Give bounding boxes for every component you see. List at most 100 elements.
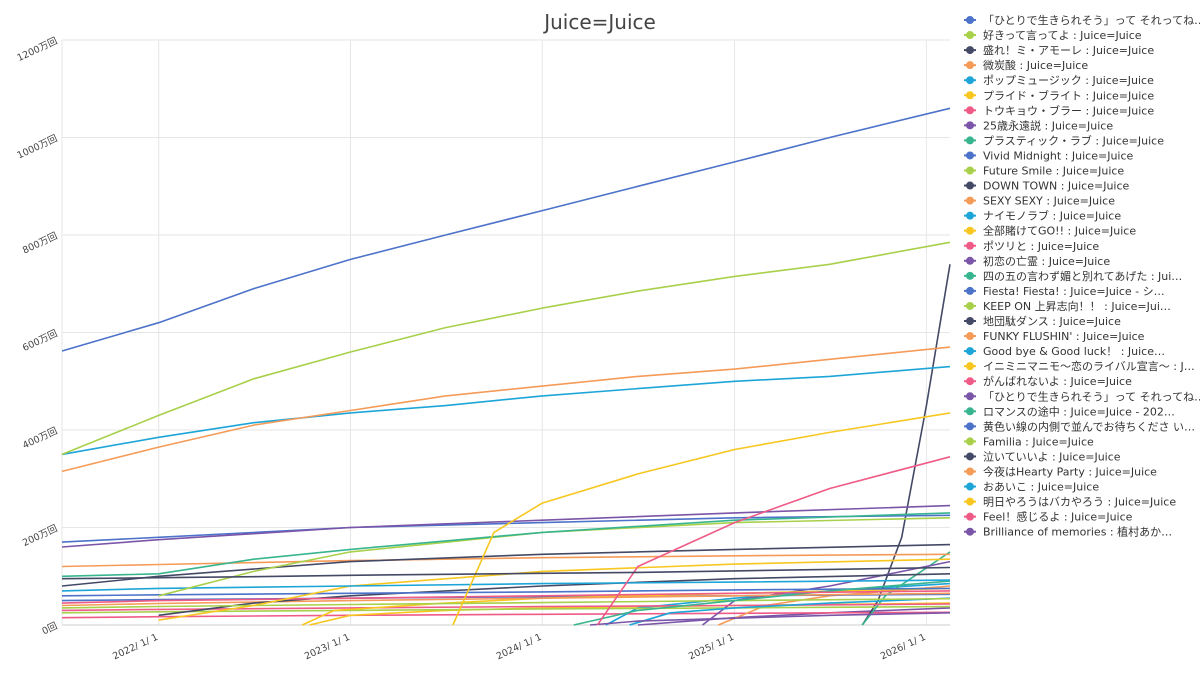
legend-item[interactable]: 「ひとりで生きられそう」って それってね… — [964, 389, 1200, 403]
legend-marker — [966, 16, 974, 24]
legend-marker — [966, 76, 974, 85]
series-line — [61, 512, 951, 578]
legend-marker — [966, 226, 974, 235]
legend-label: 盛れ！ミ・アモーレ : Juice=Juice — [983, 43, 1154, 57]
legend-item[interactable]: プラスティック・ラブ : Juice=Juice — [964, 133, 1164, 147]
series-line — [590, 612, 951, 626]
legend-marker — [966, 91, 974, 100]
legend-label: Familia : Juice=Juice — [983, 435, 1094, 448]
series-line — [61, 611, 951, 619]
legend-item[interactable]: 全部賭けてGO!! : Juice=Juice — [964, 224, 1136, 238]
legend-marker — [966, 497, 974, 506]
legend-label: 泣いていいよ : Juice=Juice — [983, 449, 1121, 463]
legend-marker — [966, 422, 974, 431]
legend-label: 初恋の亡霊 : Juice=Juice — [983, 254, 1110, 268]
x-tick-label: 2025/ 1/ 1 — [687, 632, 736, 663]
series-line — [61, 587, 951, 597]
legend-marker — [966, 271, 974, 280]
legend-label: ナイモノラブ : Juice=Juice — [983, 209, 1121, 223]
legend-item[interactable]: Feel！感じるよ : Juice=Juice — [964, 511, 1133, 524]
legend-label: 明日やろうはバカやろう : Juice=Juice — [983, 496, 1176, 509]
legend-item[interactable]: Future Smile : Juice=Juice — [964, 165, 1124, 178]
y-tick-label: 600万回 — [21, 328, 59, 354]
legend-marker — [966, 301, 974, 310]
legend-marker — [966, 286, 974, 295]
series-line — [61, 566, 951, 580]
legend-item[interactable]: 四の五の言わず媚と別れてあげた : Jui… — [964, 269, 1182, 283]
legend-marker — [966, 317, 974, 325]
legend-label: 好きって言ってよ : Juice=Juice — [983, 28, 1142, 42]
legend-item[interactable]: おあいこ : Juice=Juice — [964, 481, 1099, 494]
legend-label: Vivid Midnight : Juice=Juice — [983, 149, 1134, 162]
y-tick-label: 800万回 — [21, 231, 59, 257]
legend-marker — [966, 377, 974, 386]
legend-item[interactable]: 黄色い線の内側で並んでお待ちくださ い… — [964, 419, 1195, 433]
legend-item[interactable]: 盛れ！ミ・アモーレ : Juice=Juice — [964, 43, 1154, 57]
legend-item[interactable]: Brilliance of memories : 植村あか… — [964, 525, 1172, 539]
legend-item[interactable]: 地団駄ダンス : Juice=Juice — [964, 314, 1121, 328]
legend-marker — [966, 196, 974, 205]
legend-label: 今夜はHearty Party : Juice=Juice — [983, 465, 1157, 479]
series-line — [61, 597, 951, 609]
legend-marker — [966, 362, 974, 371]
legend-label: Brilliance of memories : 植村あか… — [983, 525, 1172, 539]
series-line — [61, 553, 951, 568]
legend-label: Future Smile : Juice=Juice — [983, 165, 1124, 178]
series-line — [61, 579, 951, 592]
legend-item[interactable]: KEEP ON 上昇志向！！ : Juice=Jui… — [964, 299, 1171, 313]
legend-marker — [966, 211, 974, 220]
legend-marker — [966, 392, 974, 401]
series-line — [452, 412, 951, 626]
legend-label: 地団駄ダンス : Juice=Juice — [983, 314, 1121, 328]
legend-item[interactable]: DOWN TOWN : Juice=Juice — [964, 180, 1130, 193]
legend-marker — [966, 467, 974, 476]
legend-label: 四の五の言わず媚と別れてあげた : Jui… — [983, 269, 1182, 283]
axes: 0回 200万回 400万回 600万回 800万回 1000万回 1200万回 2022/ … — [15, 36, 950, 663]
legend-item[interactable]: 泣いていいよ : Juice=Juice — [964, 449, 1121, 463]
legend-marker — [966, 241, 974, 250]
legend-item[interactable]: 「ひとりで生きられそう」って それってね… — [964, 13, 1200, 27]
legend[interactable]: 「ひとりで生きられそう」って それってね…好きって言ってよ : Juice=Ju… — [964, 13, 1200, 539]
legend-label: FUNKY FLUSHIN' : Juice=Juice — [983, 330, 1145, 343]
legend-item[interactable]: 明日やろうはバカやろう : Juice=Juice — [964, 496, 1176, 509]
legend-item[interactable]: 初恋の亡霊 : Juice=Juice — [964, 254, 1110, 268]
legend-item[interactable]: 好きって言ってよ : Juice=Juice — [964, 28, 1142, 42]
legend-item[interactable]: FUNKY FLUSHIN' : Juice=Juice — [964, 330, 1145, 343]
legend-item[interactable]: がんばれないよ : Juice=Juice — [964, 374, 1132, 388]
legend-item[interactable]: イニミニマニモ～恋のライバル宣言～ : J… — [964, 359, 1195, 373]
legend-marker — [966, 332, 974, 341]
series-line — [61, 365, 951, 456]
legend-item[interactable]: ナイモノラブ : Juice=Juice — [964, 209, 1121, 223]
legend-label: 「ひとりで生きられそう」って それってね… — [983, 13, 1200, 27]
x-tick-label: 2023/ 1/ 1 — [303, 632, 352, 663]
series-line — [61, 504, 951, 548]
legend-marker — [966, 121, 974, 130]
y-tick-label: 200万回 — [21, 523, 59, 549]
legend-label: 黄色い線の内側で並んでお待ちくださ い… — [983, 419, 1195, 433]
legend-item[interactable]: 今夜はHearty Party : Juice=Juice — [964, 465, 1157, 479]
legend-item[interactable]: 25歳永遠説 : Juice=Juice — [964, 118, 1113, 132]
legend-item[interactable]: トウキョウ・ブラー : Juice=Juice — [964, 103, 1154, 117]
legend-item[interactable]: SEXY SEXY : Juice=Juice — [964, 195, 1115, 208]
legend-item[interactable]: ロマンスの途中 : Juice=Juice - 202… — [964, 404, 1175, 418]
legend-item[interactable]: Good bye & Good luck！ : Juice… — [964, 345, 1165, 358]
legend-item[interactable]: ポップミュージック : Juice=Juice — [964, 74, 1154, 87]
legend-marker — [966, 31, 974, 40]
legend-label: プラスティック・ラブ : Juice=Juice — [983, 133, 1164, 147]
legend-item[interactable]: プライド・ブライト : Juice=Juice — [964, 88, 1154, 102]
legend-item[interactable]: 微炭酸 : Juice=Juice — [964, 58, 1088, 72]
legend-label: ポップミュージック : Juice=Juice — [983, 74, 1154, 87]
series-line — [61, 592, 951, 607]
legend-item[interactable]: ポツリと : Juice=Juice — [964, 240, 1099, 253]
legend-item[interactable]: Familia : Juice=Juice — [964, 435, 1094, 448]
series-line — [573, 580, 951, 626]
series-line — [861, 264, 951, 626]
series-line — [158, 517, 951, 597]
legend-item[interactable]: Vivid Midnight : Juice=Juice — [964, 149, 1134, 162]
legend-label: SEXY SEXY : Juice=Juice — [983, 195, 1115, 208]
series-line — [629, 597, 951, 626]
legend-label: 「ひとりで生きられそう」って それってね… — [983, 389, 1200, 403]
legend-item[interactable]: Fiesta! Fiesta! : Juice=Juice - シ… — [964, 285, 1165, 298]
legend-marker — [966, 527, 974, 536]
